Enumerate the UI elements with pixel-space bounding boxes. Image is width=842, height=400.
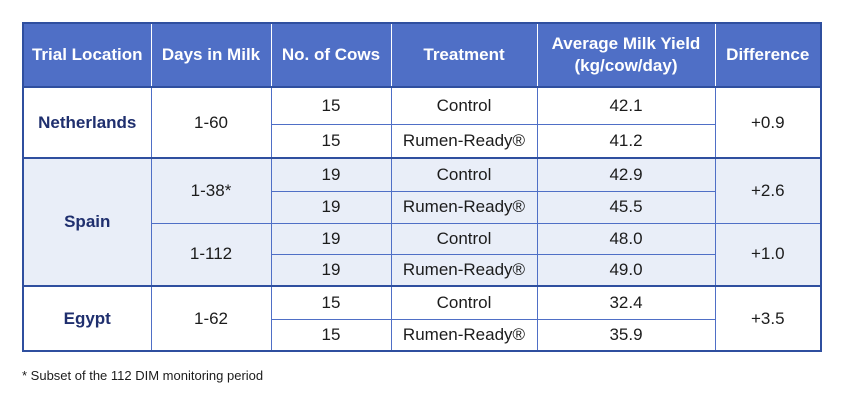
cows-cell: 15 xyxy=(270,124,392,159)
cows-cell: 15 xyxy=(270,319,392,352)
header-difference: Difference xyxy=(714,22,822,88)
table-row: 19 Rumen-Ready® 45.5 xyxy=(23,191,821,224)
yield-cell: 48.0 xyxy=(536,222,716,256)
days-in-milk-cell: 1-60 xyxy=(150,86,272,159)
header-average-milk-yield: Average Milk Yield (kg/cow/day) xyxy=(536,22,716,88)
location-cell: Netherlands xyxy=(22,86,152,159)
location-cell: Spain xyxy=(22,157,152,287)
yield-cell: 32.4 xyxy=(536,285,716,321)
yield-cell: 42.1 xyxy=(536,86,716,126)
yield-cell: 49.0 xyxy=(536,254,716,287)
location-cell: Egypt xyxy=(22,285,152,352)
group-egypt: Egypt 1-62 15 Control 32.4 +3.5 15 Rumen… xyxy=(22,285,822,352)
difference-cell: +3.5 xyxy=(714,285,822,352)
yield-cell: 42.9 xyxy=(536,157,716,193)
table-row: 1-112 19 Control 48.0 +1.0 xyxy=(23,222,822,287)
cows-cell: 19 xyxy=(270,222,392,256)
table-row: 15 Rumen-Ready® 35.9 xyxy=(23,319,821,352)
table-row: 19 Rumen-Ready® 49.0 xyxy=(23,254,821,287)
milk-yield-table: Trial Location Days in Milk No. of Cows … xyxy=(22,22,822,352)
yield-cell: 35.9 xyxy=(536,319,716,352)
cows-cell: 15 xyxy=(270,86,392,126)
difference-cell: +2.6 xyxy=(714,157,822,224)
days-in-milk-cell: 1-62 xyxy=(150,285,272,352)
header-treatment: Treatment xyxy=(390,22,538,88)
group-netherlands: Netherlands 1-60 15 Control 42.1 +0.9 15… xyxy=(22,86,822,159)
yield-cell: 45.5 xyxy=(536,191,716,224)
treatment-cell: Rumen-Ready® xyxy=(390,124,538,159)
treatment-cell: Control xyxy=(390,157,538,193)
difference-cell: +1.0 xyxy=(714,222,822,287)
table-row: Egypt 1-62 15 Control 32.4 +3.5 xyxy=(22,285,822,352)
treatment-cell: Control xyxy=(390,222,538,256)
table-row: Spain 1-38* 19 Control 42.9 +2.6 xyxy=(22,157,822,287)
treatment-cell: Rumen-Ready® xyxy=(390,254,538,287)
header-trial-location: Trial Location xyxy=(22,22,152,88)
treatment-cell: Rumen-Ready® xyxy=(390,191,538,224)
group-spain: Spain 1-38* 19 Control 42.9 +2.6 19 Rume… xyxy=(22,157,822,287)
yield-cell: 41.2 xyxy=(536,124,716,159)
cows-cell: 19 xyxy=(270,254,392,287)
cows-cell: 15 xyxy=(270,285,392,321)
table-row: 15 Rumen-Ready® 41.2 xyxy=(23,124,821,159)
difference-cell: +0.9 xyxy=(714,86,822,159)
table-row: Netherlands 1-60 15 Control 42.1 +0.9 xyxy=(22,86,822,159)
treatment-cell: Control xyxy=(390,285,538,321)
days-in-milk-cell: 1-38* xyxy=(150,157,272,224)
treatment-cell: Control xyxy=(390,86,538,126)
days-in-milk-cell: 1-112 xyxy=(150,222,272,287)
header-no-of-cows: No. of Cows xyxy=(270,22,392,88)
header-row: Trial Location Days in Milk No. of Cows … xyxy=(22,22,822,88)
header-days-in-milk: Days in Milk xyxy=(150,22,272,88)
cows-cell: 19 xyxy=(270,191,392,224)
cows-cell: 19 xyxy=(270,157,392,193)
footnote: * Subset of the 112 DIM monitoring perio… xyxy=(22,368,264,383)
treatment-cell: Rumen-Ready® xyxy=(390,319,538,352)
